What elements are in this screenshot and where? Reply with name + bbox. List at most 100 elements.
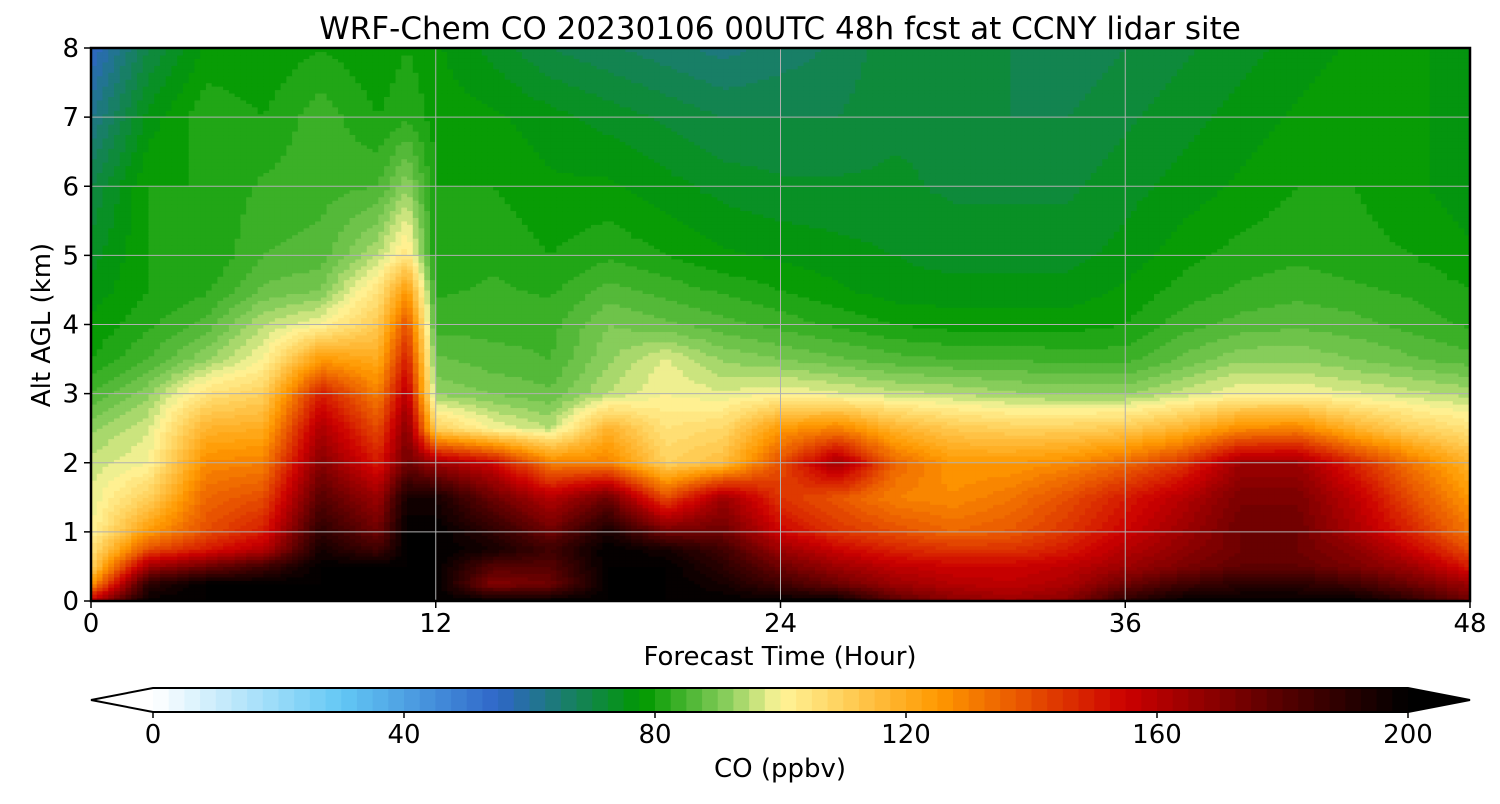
heatmap-cell bbox=[544, 535, 552, 540]
heatmap-cell bbox=[613, 542, 621, 547]
heatmap-cell bbox=[228, 587, 236, 592]
heatmap-cell bbox=[1102, 569, 1109, 574]
heatmap-cell bbox=[998, 594, 1006, 599]
heatmap-cell bbox=[326, 566, 333, 571]
heatmap-cell bbox=[993, 535, 1000, 540]
heatmap-cell bbox=[1383, 549, 1391, 554]
heatmap-cell bbox=[246, 538, 253, 543]
heatmap-cell bbox=[148, 576, 155, 581]
heatmap-cell bbox=[481, 535, 489, 540]
heatmap-cell bbox=[326, 545, 333, 550]
heatmap-cell bbox=[1406, 576, 1414, 581]
heatmap-cell bbox=[1251, 580, 1259, 585]
heatmap-cell bbox=[1349, 559, 1356, 564]
heatmap-cell bbox=[355, 562, 362, 568]
heatmap-cell bbox=[1182, 580, 1190, 585]
heatmap-cell bbox=[303, 559, 310, 564]
heatmap-cell bbox=[1429, 549, 1437, 554]
heatmap-cell bbox=[1142, 583, 1149, 588]
heatmap-cell bbox=[119, 535, 127, 540]
heatmap-cell bbox=[1378, 549, 1385, 554]
heatmap-cell bbox=[372, 538, 379, 543]
heatmap-cell bbox=[246, 594, 253, 599]
heatmap-cell bbox=[855, 535, 862, 540]
heatmap-cell bbox=[780, 549, 787, 554]
heatmap-cell bbox=[636, 531, 644, 536]
heatmap-cell bbox=[188, 580, 196, 585]
heatmap-cell bbox=[682, 587, 690, 592]
heatmap-cell bbox=[734, 576, 741, 581]
heatmap-cell bbox=[987, 594, 994, 599]
heatmap-cell bbox=[1320, 549, 1327, 554]
heatmap-cell bbox=[1176, 569, 1184, 574]
heatmap-cell bbox=[510, 538, 517, 543]
heatmap-cell bbox=[378, 580, 385, 585]
heatmap-cell bbox=[154, 576, 161, 581]
heatmap-cell bbox=[1153, 549, 1161, 554]
heatmap-cell bbox=[527, 559, 535, 564]
heatmap-cell bbox=[1245, 583, 1253, 588]
heatmap-cell bbox=[533, 569, 540, 574]
heatmap-cell bbox=[705, 597, 713, 601]
heatmap-cell bbox=[1010, 562, 1017, 568]
heatmap-cell bbox=[826, 535, 833, 540]
heatmap-cell bbox=[223, 580, 230, 585]
heatmap-cell bbox=[539, 590, 546, 595]
heatmap-cell bbox=[234, 583, 241, 588]
heatmap-cell bbox=[384, 549, 391, 554]
heatmap-cell bbox=[1108, 556, 1115, 561]
heatmap-cell bbox=[200, 556, 207, 561]
heatmap-cell bbox=[516, 542, 523, 547]
heatmap-cell bbox=[734, 535, 741, 540]
heatmap-cell bbox=[1205, 549, 1213, 554]
heatmap-cell bbox=[1148, 590, 1155, 595]
heatmap-cell bbox=[1268, 549, 1276, 554]
heatmap-cell bbox=[665, 594, 672, 599]
heatmap-cell bbox=[711, 542, 718, 547]
heatmap-cell bbox=[424, 531, 431, 536]
heatmap-cell bbox=[1113, 538, 1121, 543]
heatmap-cell bbox=[516, 556, 523, 561]
heatmap-cell bbox=[1372, 559, 1379, 564]
heatmap-cell bbox=[918, 562, 925, 568]
heatmap-cell bbox=[596, 552, 603, 557]
heatmap-cell bbox=[642, 569, 649, 574]
heatmap-cell bbox=[872, 583, 879, 588]
heatmap-cell bbox=[1337, 576, 1345, 581]
heatmap-cell bbox=[320, 535, 328, 540]
heatmap-cell bbox=[544, 573, 552, 578]
heatmap-cell bbox=[860, 569, 868, 574]
heatmap-cell bbox=[1349, 545, 1356, 550]
heatmap-cell bbox=[1447, 552, 1454, 557]
heatmap-cell bbox=[1136, 587, 1144, 592]
heatmap-cell bbox=[217, 552, 224, 557]
heatmap-cell bbox=[901, 569, 908, 574]
heatmap-cell bbox=[372, 590, 379, 595]
heatmap-cell bbox=[1131, 597, 1138, 601]
heatmap-cell bbox=[326, 590, 333, 595]
heatmap-cell bbox=[866, 531, 874, 536]
heatmap-cell bbox=[780, 583, 787, 588]
heatmap-cell bbox=[1251, 576, 1259, 581]
heatmap-cell bbox=[297, 580, 305, 585]
heatmap-cell bbox=[1366, 566, 1373, 571]
heatmap-cell bbox=[567, 569, 575, 574]
heatmap-cell bbox=[1119, 590, 1126, 595]
heatmap-cell bbox=[159, 562, 167, 568]
heatmap-cell bbox=[1222, 587, 1230, 592]
heatmap-cell bbox=[171, 538, 178, 543]
heatmap-cell bbox=[452, 545, 460, 550]
heatmap-cell bbox=[142, 531, 150, 536]
heatmap-cell bbox=[1286, 590, 1293, 595]
heatmap-cell bbox=[159, 590, 167, 595]
heatmap-cell bbox=[487, 552, 494, 557]
heatmap-cell bbox=[803, 594, 810, 599]
heatmap-cell bbox=[791, 590, 799, 595]
heatmap-cell bbox=[878, 549, 885, 554]
heatmap-cell bbox=[297, 576, 305, 581]
heatmap-cell bbox=[1297, 531, 1304, 536]
heatmap-cell bbox=[596, 562, 603, 568]
heatmap-cell bbox=[435, 531, 443, 536]
heatmap-cell bbox=[1096, 587, 1103, 592]
heatmap-cell bbox=[452, 549, 460, 554]
